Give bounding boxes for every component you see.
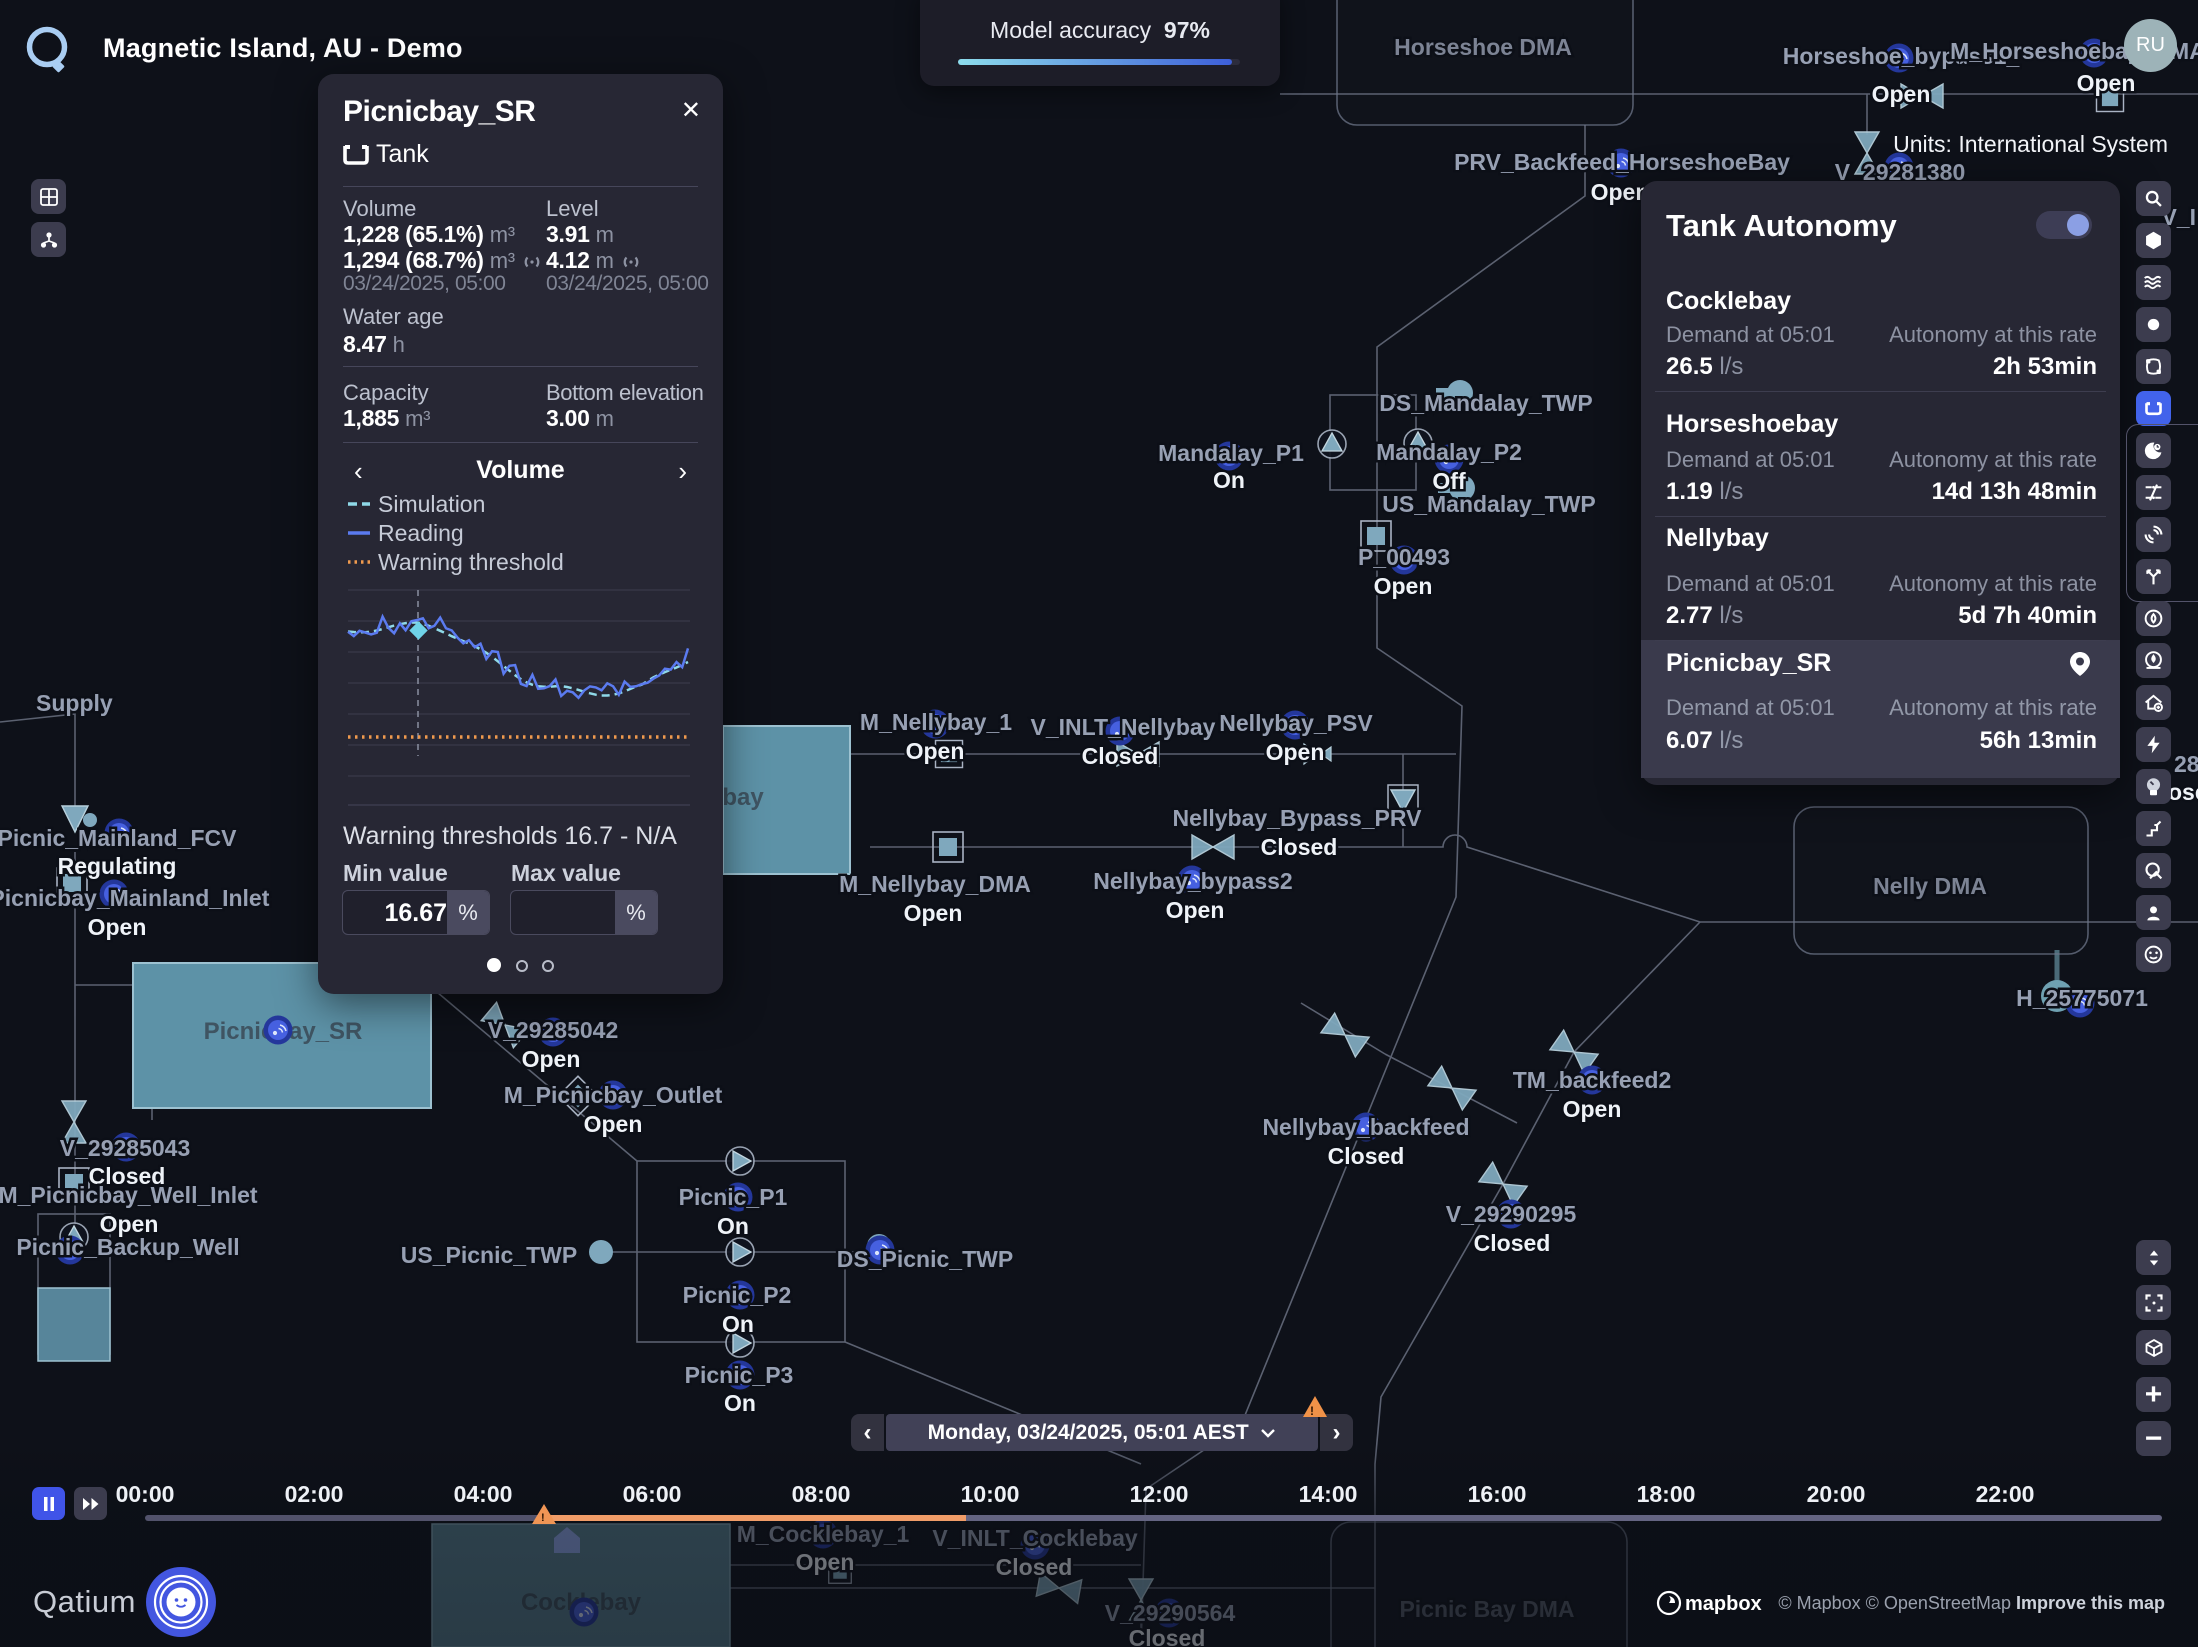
svg-text:Reading: Reading xyxy=(378,520,464,546)
svg-text:Closed: Closed xyxy=(89,1163,166,1189)
svg-text:V_29290295: V_29290295 xyxy=(1446,1201,1577,1227)
svg-text:M_Nellybay_1: M_Nellybay_1 xyxy=(860,709,1012,735)
svg-text:Closed: Closed xyxy=(1082,743,1159,769)
svg-text:On: On xyxy=(724,1390,756,1416)
svg-text:DS_Mandalay_TWP: DS_Mandalay_TWP xyxy=(1379,390,1592,416)
svg-text:Regulating: Regulating xyxy=(58,853,177,879)
svg-text:Open: Open xyxy=(522,1046,581,1072)
svg-text:Warning threshold: Warning threshold xyxy=(378,549,564,575)
svg-text:Picnic_P3: Picnic_P3 xyxy=(685,1362,794,1388)
svg-text:P_00493: P_00493 xyxy=(1358,544,1450,570)
svg-text:Closed: Closed xyxy=(1261,834,1338,860)
svg-text:Picnic_Backup_Well: Picnic_Backup_Well xyxy=(16,1234,239,1260)
svg-text:US_Mandalay_TWP: US_Mandalay_TWP xyxy=(1382,491,1595,517)
svg-text:Open: Open xyxy=(100,1211,159,1237)
svg-text:bay: bay xyxy=(722,784,764,811)
svg-text:Closed: Closed xyxy=(1474,1230,1551,1256)
svg-text:V_29285043: V_29285043 xyxy=(60,1135,190,1161)
svg-text:US_Picnic_TWP: US_Picnic_TWP xyxy=(401,1242,577,1268)
svg-text:Open: Open xyxy=(1266,739,1325,765)
svg-text:Closed: Closed xyxy=(1328,1143,1405,1169)
svg-text:Mandalay_P2: Mandalay_P2 xyxy=(1376,439,1522,465)
svg-text:Open: Open xyxy=(1563,1096,1622,1122)
svg-text:Open: Open xyxy=(1374,573,1433,599)
svg-text:Horseshoe_bypass1_: Horseshoe_bypass1_ xyxy=(1783,43,2020,69)
svg-text:M_Picnicbay_Outlet: M_Picnicbay_Outlet xyxy=(504,1082,723,1108)
svg-text:Open: Open xyxy=(2077,70,2136,96)
svg-text:Open: Open xyxy=(88,914,147,940)
svg-text:Nellybay_PSV: Nellybay_PSV xyxy=(1219,710,1373,736)
svg-text:PRV_Backfeed_HorseshoeBay: PRV_Backfeed_HorseshoeBay xyxy=(1454,149,1790,175)
svg-text:Simulation: Simulation xyxy=(378,491,485,517)
svg-text:V_29285042: V_29285042 xyxy=(488,1017,618,1043)
svg-text:Supply: Supply xyxy=(36,690,113,716)
svg-text:_Picnicbay_Mainland_Inlet: _Picnicbay_Mainland_Inlet xyxy=(0,885,270,911)
svg-text:Off: Off xyxy=(1432,468,1466,494)
svg-text:Nellybay_backfeed: Nellybay_backfeed xyxy=(1262,1114,1469,1140)
svg-text:Picnic_P1: Picnic_P1 xyxy=(679,1184,788,1210)
svg-text:On: On xyxy=(1213,467,1245,493)
svg-text:286: 286 xyxy=(2174,751,2198,777)
svg-text:TM_backfeed2: TM_backfeed2 xyxy=(1513,1067,1672,1093)
svg-text:On: On xyxy=(722,1311,754,1337)
svg-text:DS_Picnic_TWP: DS_Picnic_TWP xyxy=(837,1246,1013,1272)
svg-text:M_Picnicbay_Well_Inlet: M_Picnicbay_Well_Inlet xyxy=(0,1182,258,1208)
svg-text:Mandalay_P1: Mandalay_P1 xyxy=(1158,440,1304,466)
svg-text:V_INLT_Nellybay: V_INLT_Nellybay xyxy=(1031,714,1216,740)
svg-text:Open: Open xyxy=(1166,897,1225,923)
svg-text:H_25775071: H_25775071 xyxy=(2016,985,2148,1011)
svg-text:osed: osed xyxy=(2168,779,2198,805)
svg-text:Nellybay_Bypass_PRV: Nellybay_Bypass_PRV xyxy=(1173,805,1423,831)
svg-text:Open: Open xyxy=(904,900,963,926)
svg-text:Open: Open xyxy=(1872,81,1931,107)
svg-text:mapbox: mapbox xyxy=(1685,1593,1762,1615)
svg-text:Horseshoe DMA: Horseshoe DMA xyxy=(1394,34,1572,60)
svg-text:Open: Open xyxy=(906,738,965,764)
svg-text:Nellybay_bypass2: Nellybay_bypass2 xyxy=(1093,868,1292,894)
svg-text:On: On xyxy=(717,1213,749,1239)
svg-text:Nelly DMA: Nelly DMA xyxy=(1873,873,1987,899)
svg-text:M_Nellybay_DMA: M_Nellybay_DMA xyxy=(839,871,1031,897)
svg-text:Picnic_P2: Picnic_P2 xyxy=(683,1282,792,1308)
svg-text:Open: Open xyxy=(584,1111,643,1137)
svg-text:Picnic_Mainland_FCV: Picnic_Mainland_FCV xyxy=(0,825,237,851)
